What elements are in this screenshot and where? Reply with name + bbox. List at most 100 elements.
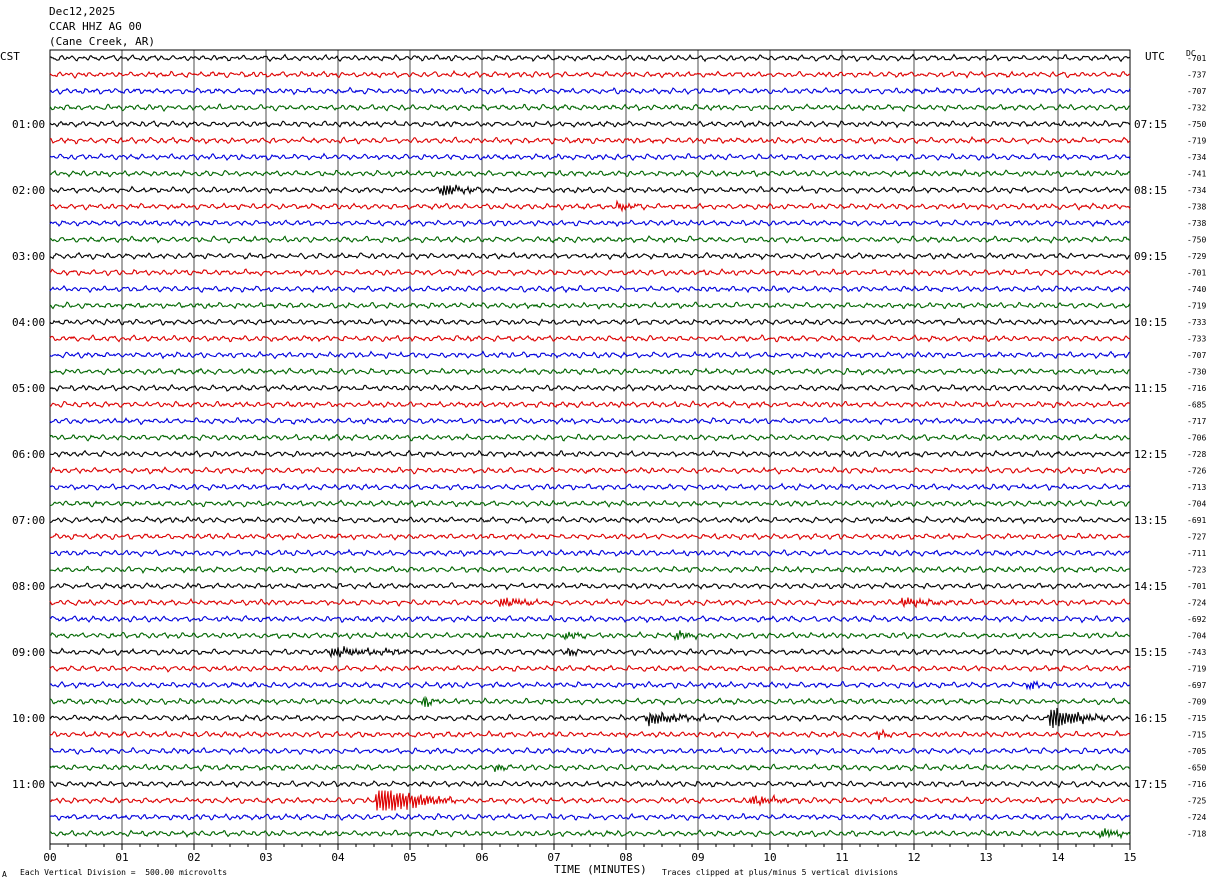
seismic-trace [49,135,1131,146]
dc-offset-label: -707 [1187,87,1206,96]
dc-offset-label: -715 [1187,714,1206,723]
dc-offset-label: -717 [1187,417,1206,426]
seismic-trace [49,812,1131,822]
seismic-trace [49,235,1131,244]
x-tick-label: 02 [187,851,200,864]
dc-offset-label: -704 [1187,500,1206,509]
dc-offset-label: -692 [1187,615,1206,624]
dc-offset-label: -719 [1187,302,1206,311]
x-tick-label: 01 [115,851,128,864]
left-hour-label: 10:00 [12,712,45,725]
seismic-trace [49,334,1131,343]
seismic-trace [49,219,1131,228]
dc-offset-label: -716 [1187,384,1206,393]
x-tick-label: 05 [403,851,416,864]
x-axis-title: TIME (MINUTES) [554,863,647,876]
right-hour-label: 10:15 [1134,316,1167,329]
dc-offset-label: -738 [1187,219,1206,228]
left-hour-label: 08:00 [12,580,45,593]
x-tick-label: 12 [907,851,920,864]
dc-offset-label: -734 [1187,153,1206,162]
dc-offset-label: -707 [1187,351,1206,360]
seismic-trace [50,630,1131,642]
seismic-trace [49,184,1131,196]
seismic-trace [49,400,1131,409]
dc-offset-label: -701 [1187,582,1206,591]
seismic-trace [49,614,1131,624]
dc-offset-label: -725 [1187,797,1206,806]
seismic-trace [49,790,1131,811]
right-axis-label: UTC [1145,50,1165,63]
dc-offset-label: -709 [1187,698,1206,707]
dc-offset-label: -711 [1187,549,1206,558]
seismic-trace [49,596,1131,609]
left-hour-label: 03:00 [12,250,45,263]
seismic-trace [49,548,1131,558]
left-hour-label: 02:00 [12,184,45,197]
x-tick-label: 00 [43,851,56,864]
dc-offset-label: -743 [1187,648,1206,657]
left-hour-label: 11:00 [12,778,45,791]
dc-offset-label: -718 [1187,830,1206,839]
seismic-trace [49,499,1131,508]
dc-offset-label: -706 [1187,434,1206,443]
seismic-trace [49,707,1131,729]
seismic-trace [49,251,1131,261]
left-hour-label: 06:00 [12,448,45,461]
seismic-trace [49,86,1131,96]
dc-label: DC [1186,49,1196,58]
seismic-trace [49,695,1131,707]
dc-offset-label: -738 [1187,203,1206,212]
x-tick-label: 06 [475,851,488,864]
plot-frame [49,49,1131,845]
seismic-trace [49,367,1131,376]
header-date: Dec12,2025 [49,5,116,18]
dc-offset-label: -719 [1187,137,1206,146]
left-hour-label: 07:00 [12,514,45,527]
dc-offset-label: -691 [1187,516,1206,525]
dc-offset-label: -726 [1187,467,1206,476]
seismic-trace [49,103,1131,112]
header-location: (Cane Creek, AR) [49,35,155,48]
seismic-trace [49,646,1131,659]
dc-offset-label: -685 [1187,401,1206,410]
x-tick-label: 03 [259,851,272,864]
dc-offset-label: -650 [1187,764,1206,773]
x-tick-label: 10 [763,851,776,864]
seismic-trace [49,383,1131,392]
right-hour-label: 16:15 [1134,712,1167,725]
dc-offset-label: -705 [1187,747,1206,756]
dc-offset-label: -724 [1187,599,1206,608]
dc-offset-label: -713 [1187,483,1206,492]
dc-offset-label: -737 [1187,71,1206,80]
dc-offset-label: -733 [1187,318,1206,327]
dc-offset-label: -723 [1187,566,1206,575]
seismic-trace [49,728,1131,740]
right-hour-label: 14:15 [1134,580,1167,593]
right-hour-label: 07:15 [1134,118,1167,131]
seismic-trace [49,268,1131,277]
seismic-trace [49,828,1131,840]
left-hour-label: 05:00 [12,382,45,395]
dc-offset-label: -741 [1187,170,1206,179]
dc-offset-label: -701 [1187,269,1206,278]
x-tick-label: 15 [1123,851,1136,864]
seismic-trace [49,119,1131,129]
dc-offset-label: -728 [1187,450,1206,459]
right-hour-label: 12:15 [1134,448,1167,461]
right-hour-label: 11:15 [1134,382,1167,395]
right-hour-label: 09:15 [1134,250,1167,263]
seismic-trace [49,565,1131,574]
x-tick-label: 09 [691,851,704,864]
dc-offset-label: -740 [1187,285,1206,294]
seismic-trace [49,350,1131,360]
x-tick-label: 08 [619,851,632,864]
seismic-trace [49,53,1131,63]
corner-mark: A [2,870,7,879]
right-hour-label: 17:15 [1134,778,1167,791]
seismic-trace [49,69,1131,79]
seismic-trace [49,416,1131,426]
dc-offset-label: -730 [1187,368,1206,377]
dc-offset-label: -704 [1187,632,1206,641]
